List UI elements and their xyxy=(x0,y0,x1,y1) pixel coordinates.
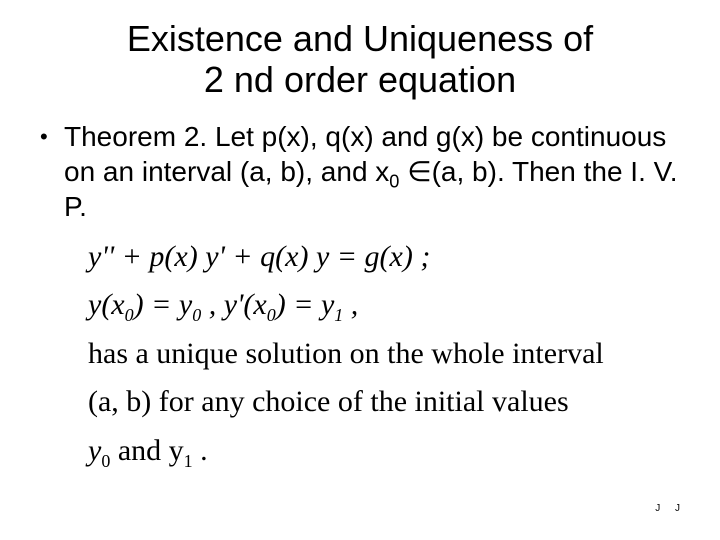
line5-sub1: 0 xyxy=(101,451,110,471)
theorem-subscript-0: 0 xyxy=(389,171,399,191)
line5-sub2: 1 xyxy=(184,451,193,471)
corner-mark: J J xyxy=(655,503,686,514)
ic-part-d: ) = y xyxy=(276,288,335,321)
math-line-ic: y(x0) = y0 , y'(x0) = y1 , xyxy=(88,282,680,329)
math-line-3: has a unique solution on the whole inter… xyxy=(88,331,680,378)
title-line-2: 2 nd order equation xyxy=(204,59,516,100)
ic-part-b: ) = y xyxy=(134,288,193,321)
title-line-1: Existence and Uniqueness of xyxy=(127,18,593,59)
math-line-5: y0 and y1 . xyxy=(88,428,680,475)
ic-sub-1: 0 xyxy=(125,305,134,325)
bullet-marker: • xyxy=(40,119,64,151)
line5-c: . xyxy=(193,434,208,467)
ic-part-e: , xyxy=(343,288,358,321)
ic-sub-3: 0 xyxy=(267,305,276,325)
ic-part-a: y(x xyxy=(88,288,125,321)
math-line-4: (a, b) for any choice of the initial val… xyxy=(88,379,680,426)
math-line-ode: y'' + p(x) y' + q(x) y = g(x) ; xyxy=(88,234,680,281)
math-block: y'' + p(x) y' + q(x) y = g(x) ; y(x0) = … xyxy=(40,234,680,475)
slide: Existence and Uniqueness of 2 nd order e… xyxy=(0,0,720,540)
theorem-bullet: • Theorem 2. Let p(x), q(x) and g(x) be … xyxy=(40,119,680,224)
ic-part-c: , y'(x xyxy=(201,288,267,321)
line5-a: y xyxy=(88,434,101,467)
ic-sub-4: 1 xyxy=(334,305,343,325)
line5-b: and y xyxy=(110,434,183,467)
theorem-text: Theorem 2. Let p(x), q(x) and g(x) be co… xyxy=(64,119,680,224)
slide-title: Existence and Uniqueness of 2 nd order e… xyxy=(40,18,680,101)
ic-sub-2: 0 xyxy=(192,305,201,325)
